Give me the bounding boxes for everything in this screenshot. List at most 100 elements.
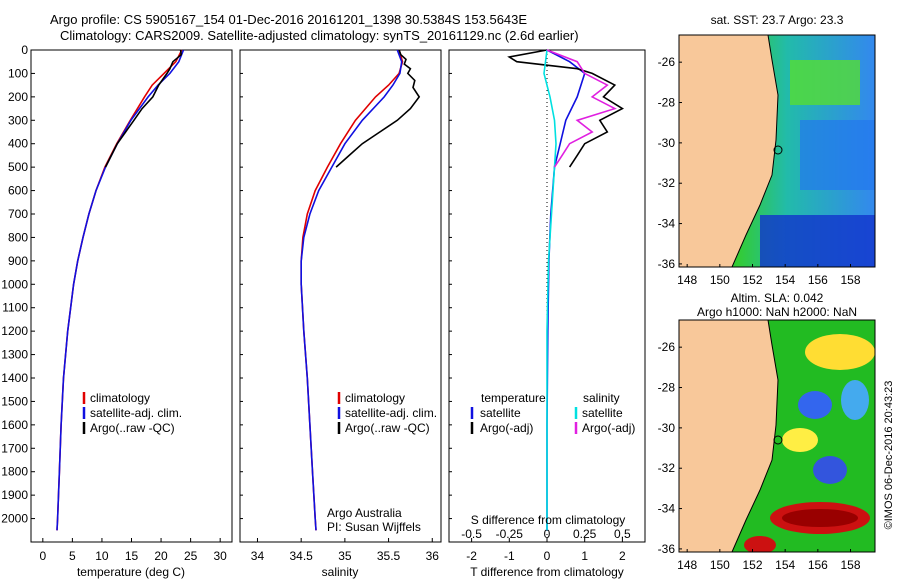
x-tick-label: 5 — [69, 549, 76, 563]
sst-land — [679, 35, 779, 267]
legend-climatology-label: climatology — [345, 391, 405, 405]
sla-float-marker — [773, 435, 783, 445]
temperature-series-group — [56, 49, 185, 531]
lat-tick-label: -34 — [658, 502, 676, 516]
lat-tick-label: -28 — [658, 96, 676, 110]
sst-float-marker — [773, 145, 783, 155]
x-tick-label: 0 — [39, 549, 46, 563]
legend-sal-satellite-label: satellite — [582, 406, 623, 420]
sla-high-1 — [805, 334, 875, 370]
x-tick-label: 34.5 — [289, 549, 313, 563]
x-top-tick-label: -0.25 — [496, 527, 524, 541]
legend-temp-argo-label: Argo(-adj) — [480, 421, 533, 435]
depth-tick-label: 1300 — [1, 348, 28, 362]
salinity-panel — [239, 49, 442, 543]
depth-tick-label: 200 — [8, 90, 28, 104]
legend-argo-label: Argo(..raw -QC) — [345, 421, 430, 435]
x-tick-label: 34 — [251, 549, 265, 563]
series-line-argo-raw-qc- — [335, 49, 421, 168]
legend-argo-label: Argo(..raw -QC) — [90, 421, 175, 435]
sla-low-3 — [813, 456, 847, 484]
difference-series-group — [507, 49, 625, 531]
depth-tick-label: 300 — [8, 113, 28, 127]
depth-tick-label: 1700 — [1, 441, 28, 455]
lon-tick-label: 150 — [710, 558, 730, 572]
series-line-salinity-argo-adj- — [546, 49, 617, 168]
sst-map — [679, 35, 875, 267]
depth-tick-label: 1800 — [1, 465, 28, 479]
sst-map-title: sat. SST: 23.7 Argo: 23.3 — [711, 13, 844, 27]
figure-title-line-2: Climatology: CARS2009. Satellite-adjuste… — [60, 28, 579, 43]
x-tick-label: 0 — [544, 549, 551, 563]
lon-tick-label: 158 — [840, 558, 860, 572]
depth-tick-label: 500 — [8, 160, 28, 174]
lon-tick-label: 154 — [775, 273, 795, 287]
x-top-tick-label: -0.5 — [461, 527, 482, 541]
depth-tick-label: 100 — [8, 66, 28, 80]
lat-tick-label: -36 — [658, 257, 676, 271]
difference-legend: temperature salinity satellite Argo(-adj… — [470, 391, 635, 435]
series-line-satellite-adj-clim- — [300, 49, 403, 531]
lat-tick-label: -30 — [658, 136, 676, 150]
lat-tick-label: -34 — [658, 217, 676, 231]
x-tick-label: 1 — [581, 549, 588, 563]
legend-salinity-title: salinity — [583, 391, 620, 405]
x-tick-label: -2 — [466, 549, 477, 563]
depth-tick-label: 1100 — [2, 301, 28, 315]
x-tick-label: -1 — [504, 549, 515, 563]
depth-tick-label: 1400 — [1, 371, 28, 385]
series-line-temperature-argo-adj- — [507, 49, 625, 168]
x-top-tick-label: 0.25 — [573, 527, 597, 541]
sla-map — [679, 320, 875, 552]
x-tick-label: 15 — [125, 549, 139, 563]
depth-tick-label: 1600 — [1, 418, 28, 432]
depth-tick-label: 1500 — [1, 394, 28, 408]
temperature-legend: climatology satellite-adj. clim. Argo(..… — [82, 391, 182, 435]
lon-tick-label: 150 — [710, 273, 730, 287]
x-tick-label: 10 — [95, 549, 109, 563]
timestamp-label: ©IMOS 06-Dec-2016 20:43:23 — [883, 381, 895, 530]
lat-tick-label: -28 — [658, 381, 676, 395]
depth-tick-label: 700 — [8, 207, 28, 221]
depth-tick-label: 900 — [8, 254, 28, 268]
legend-satellite-label: satellite-adj. clim. — [90, 406, 182, 420]
sst-deep-blue-patch — [760, 215, 875, 267]
lon-tick-label: 156 — [808, 273, 828, 287]
lat-tick-label: -32 — [658, 461, 676, 475]
legend-temp-satellite-label: satellite — [480, 406, 521, 420]
depth-tick-label: 1900 — [1, 488, 28, 502]
legend-temperature-title: temperature — [481, 391, 546, 405]
sla-high-4 — [782, 509, 858, 527]
x-tick-label: 2 — [619, 549, 626, 563]
sla-high-2 — [782, 428, 818, 452]
depth-tick-label: 1200 — [1, 324, 28, 338]
salinity-x-axis: 34 34.5 35 35.5 36 — [251, 538, 439, 563]
depth-axis: 0 100 200 300 400 500 600 700 800 900 1000 1100 1200… — [1, 43, 452, 526]
credit-line-2: PI: Susan Wijffels — [327, 520, 421, 534]
series-line-climatology — [300, 49, 404, 531]
depth-tick-label: 800 — [8, 230, 28, 244]
sla-map-ticks: 148 150 152 154 156 158 -26 -28 -30 -32 -34 -36 — [658, 340, 861, 572]
legend-sal-argo-label: Argo(-adj) — [582, 421, 635, 435]
depth-tick-label: 0 — [21, 43, 28, 57]
legend-satellite-label: satellite-adj. clim. — [345, 406, 437, 420]
lon-tick-label: 152 — [742, 273, 762, 287]
lon-tick-label: 148 — [677, 558, 697, 572]
temperature-x-axis: 0 5 10 15 20 25 30 — [39, 538, 227, 563]
lon-tick-label: 158 — [840, 273, 860, 287]
lon-tick-label: 152 — [742, 558, 762, 572]
x-tick-label: 36 — [426, 549, 440, 563]
salinity-axis-label: salinity — [322, 565, 359, 579]
x-tick-label: 20 — [154, 549, 168, 563]
lat-tick-label: -26 — [658, 340, 676, 354]
sst-map-ticks: 148 150 152 154 156 158 -26 -28 -30 -32 -34 -36 — [658, 55, 861, 287]
difference-top-axis-label: S difference from climatology — [471, 513, 626, 527]
sla-land — [679, 320, 779, 552]
x-top-tick-label: 0.5 — [614, 527, 631, 541]
sla-low-2 — [841, 380, 869, 420]
lat-tick-label: -32 — [658, 176, 676, 190]
depth-tick-label: 2000 — [1, 512, 28, 526]
salinity-legend: climatology satellite-adj. clim. Argo(..… — [337, 391, 437, 435]
